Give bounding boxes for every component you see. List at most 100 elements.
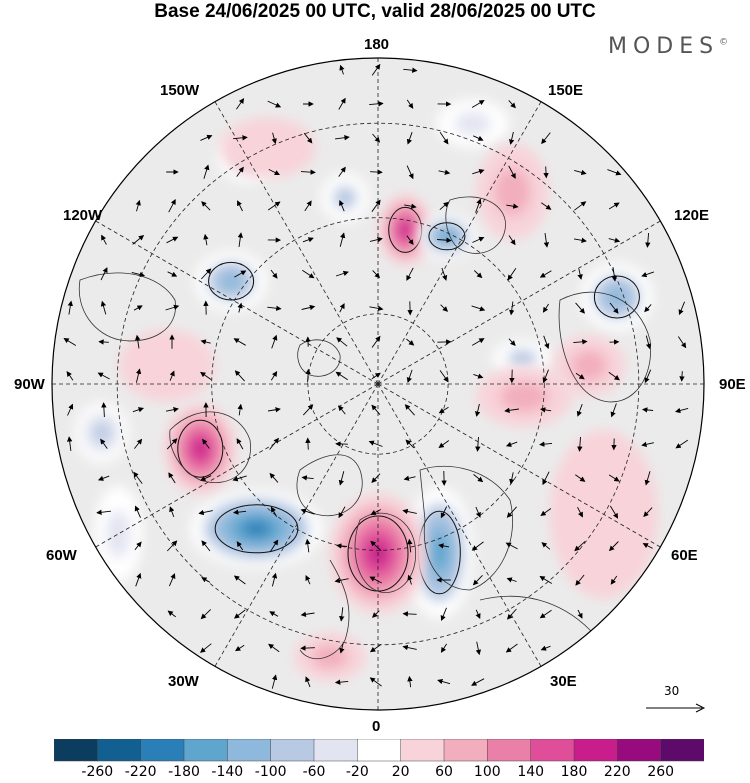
wind-arrow (270, 371, 278, 381)
colorbar-tick-label: 60 (435, 764, 453, 780)
wind-arrow (441, 267, 448, 281)
map-boundary (51, 57, 705, 711)
anomaly-negative (190, 490, 323, 568)
colorbar-swatch (97, 739, 142, 762)
wind-arrow (336, 337, 348, 347)
wind-arrow (165, 407, 179, 413)
brand-name: MODES (608, 34, 720, 59)
meridian-line (214, 383, 379, 667)
wind-arrow (471, 541, 484, 551)
wind-arrow (645, 335, 652, 350)
wind-arrow (96, 509, 111, 515)
wind-arrow (540, 508, 552, 517)
wind-arrow (300, 508, 315, 515)
reference-vector-arrow (646, 703, 706, 713)
wind-arrow (132, 235, 145, 245)
wind-arrow (406, 235, 414, 246)
wind-arrow (339, 232, 346, 247)
meridian-line (95, 220, 379, 385)
wind-arrow (438, 440, 450, 449)
colorbar-swatch (357, 739, 402, 762)
wind-arrow (475, 641, 482, 656)
wind-arrow (509, 301, 515, 316)
lon-label-90e: 90E (719, 376, 746, 393)
wind-arrow (505, 643, 518, 653)
wind-arrow (370, 509, 382, 515)
wind-arrow (63, 338, 77, 346)
wind-arrow (509, 472, 515, 485)
wind-arrow (200, 268, 212, 280)
wind-arrow (133, 471, 143, 484)
colorbar-tick-label: 220 (603, 764, 631, 780)
wind-arrow (233, 509, 247, 515)
wind-arrow (67, 300, 74, 315)
wind-arrow (303, 132, 313, 144)
wind-arrow (406, 132, 413, 145)
wind-arrow (507, 268, 517, 281)
wind-arrow (644, 369, 652, 384)
anomaly-negative (418, 214, 476, 258)
anomaly-positive (378, 193, 432, 266)
wind-arrow (574, 541, 586, 552)
wind-arrow (200, 609, 212, 620)
wind-arrow (542, 303, 549, 313)
wind-arrow (336, 543, 348, 549)
lon-label-60e: 60E (671, 547, 698, 564)
wind-arrow (335, 270, 349, 277)
anomaly-positive (164, 403, 237, 495)
wind-arrow (233, 135, 248, 141)
wind-arrow (471, 100, 485, 108)
wind-arrow (267, 201, 281, 211)
wind-arrow (540, 407, 552, 413)
wind-arrow (438, 543, 450, 549)
wind-arrow (166, 236, 179, 244)
wind-arrow (305, 437, 311, 450)
colorbar-swatch (443, 739, 489, 762)
wind-arrow (201, 540, 211, 552)
wind-arrow (608, 202, 620, 210)
wind-arrow (505, 441, 518, 447)
wind-arrow (577, 436, 583, 452)
wind-arrow (339, 607, 345, 622)
wind-arrow (132, 407, 144, 413)
colorbar-swatch (487, 739, 532, 762)
wind-arrow (237, 302, 243, 313)
anomaly-negative (94, 486, 143, 582)
wind-arrow (300, 611, 315, 617)
wind-arrow (234, 270, 247, 278)
wind-arrow (305, 676, 311, 688)
colorbar-swatch (183, 739, 229, 762)
wind-arrow (267, 407, 281, 413)
lon-label-30w: 30W (168, 673, 199, 690)
wind-arrow (135, 334, 141, 349)
wind-arrow (644, 471, 651, 486)
wind-arrow (67, 403, 74, 416)
colorbar-tick-label: -140 (211, 764, 244, 780)
lon-label-120e: 120E (674, 207, 710, 224)
wind-arrow (201, 201, 211, 211)
wind-arrow (371, 335, 381, 348)
wind-arrow (644, 304, 652, 313)
wind-arrow (166, 438, 178, 450)
wind-arrow (335, 371, 348, 381)
wind-arrow (169, 506, 175, 518)
wind-arrow (200, 339, 211, 345)
wind-arrow (237, 403, 243, 416)
wind-arrow (610, 575, 618, 585)
wind-vectors (63, 63, 689, 689)
anomaly-negative (195, 251, 268, 312)
wind-arrow (403, 475, 416, 481)
wind-arrow (507, 608, 517, 620)
wind-arrow (271, 334, 278, 349)
wind-arrow (100, 300, 107, 315)
wind-arrow (167, 271, 178, 277)
colorbar-swatch (227, 739, 272, 762)
wind-arrow (508, 338, 516, 346)
wind-arrow (334, 577, 349, 584)
colorbar-swatch (573, 739, 619, 762)
wind-arrow (406, 369, 413, 383)
coastlines (78, 196, 652, 681)
wind-arrow (675, 439, 689, 449)
anomaly-negative (492, 340, 553, 377)
